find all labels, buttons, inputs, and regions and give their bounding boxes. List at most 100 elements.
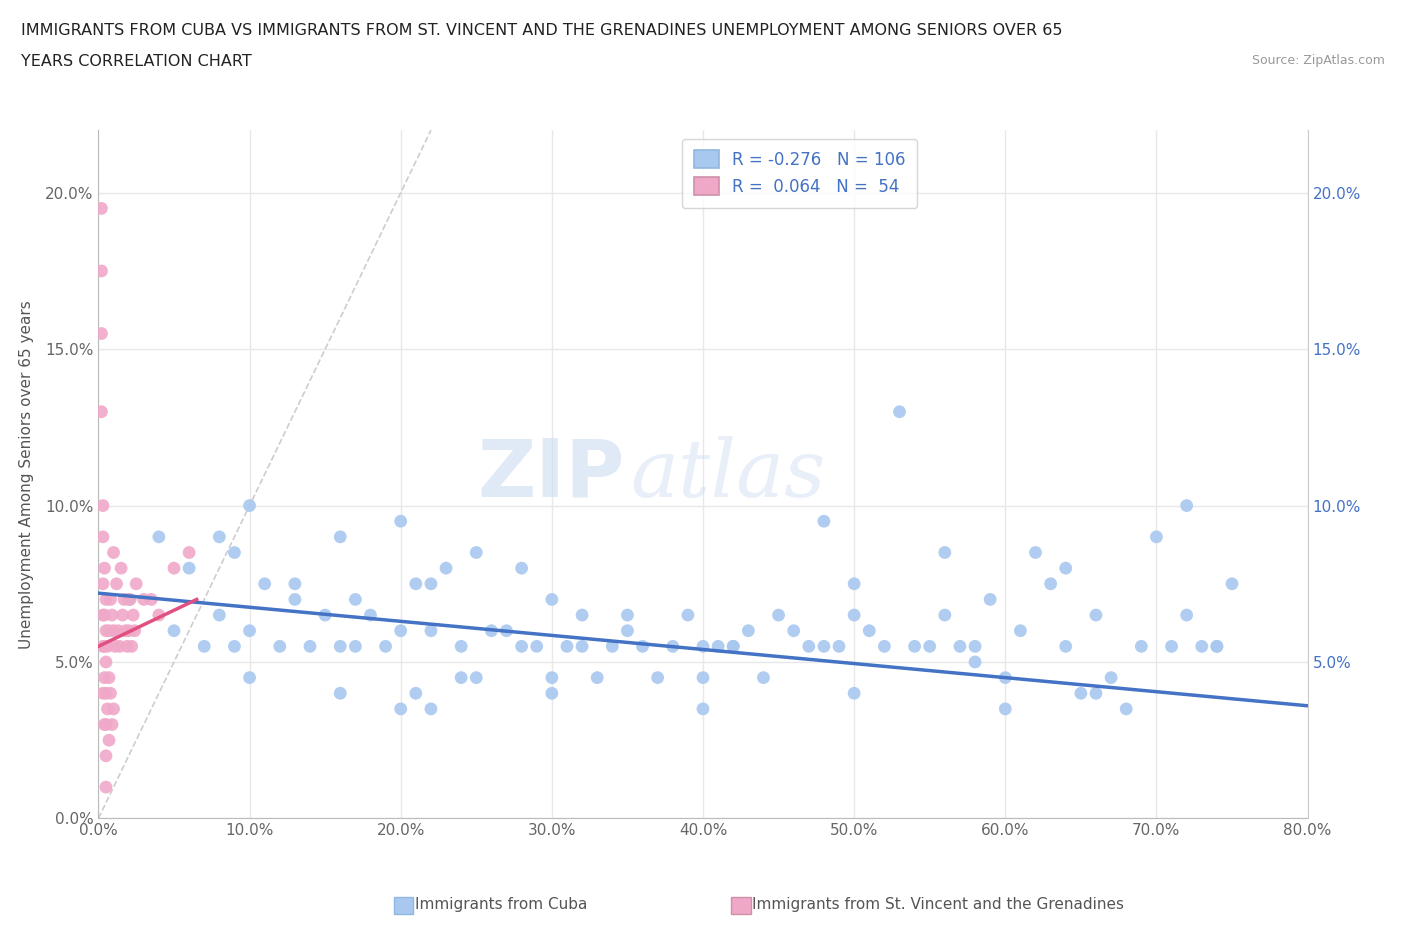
Point: [141, 592, 163, 607]
Text: YEARS CORRELATION CHART: YEARS CORRELATION CHART: [21, 54, 252, 69]
Point: [93, 607, 115, 622]
Point: [571, 607, 593, 622]
Point: [450, 639, 472, 654]
Point: [179, 545, 201, 560]
Point: [1160, 639, 1182, 654]
Point: [1039, 577, 1062, 591]
Point: [602, 639, 624, 654]
Point: [193, 639, 215, 654]
Point: [344, 639, 367, 654]
Point: [631, 639, 654, 654]
Point: [98, 733, 121, 748]
Point: [100, 592, 122, 607]
Point: [949, 639, 972, 654]
Point: [465, 671, 488, 685]
Point: [844, 685, 866, 700]
Point: [844, 577, 866, 591]
Point: [676, 607, 699, 622]
Point: [389, 623, 412, 638]
Point: [120, 592, 142, 607]
Point: [1024, 545, 1046, 560]
Point: [844, 607, 866, 622]
Point: [374, 639, 396, 654]
Point: [112, 592, 135, 607]
Point: [91, 639, 114, 654]
Point: [103, 545, 125, 560]
Point: [450, 671, 472, 685]
Point: [96, 701, 118, 716]
Point: [465, 545, 488, 560]
Text: Source: ZipAtlas.com: Source: ZipAtlas.com: [1251, 54, 1385, 67]
Point: [299, 639, 322, 654]
Point: [389, 513, 412, 528]
Text: Immigrants from Cuba: Immigrants from Cuba: [415, 897, 588, 912]
Point: [103, 623, 125, 638]
Point: [94, 655, 117, 670]
Text: atlas: atlas: [630, 435, 825, 513]
Point: [94, 779, 117, 794]
Point: [934, 545, 956, 560]
Point: [121, 639, 143, 654]
Point: [93, 717, 115, 732]
Point: [1220, 577, 1243, 591]
Point: [179, 561, 201, 576]
Point: [132, 592, 155, 607]
Point: [434, 561, 457, 576]
Point: [692, 701, 714, 716]
Point: [118, 592, 141, 607]
Point: [707, 639, 730, 654]
Point: [208, 529, 231, 544]
Point: [90, 201, 112, 216]
Point: [661, 639, 683, 654]
Point: [873, 639, 896, 654]
Point: [1054, 639, 1077, 654]
Point: [100, 685, 122, 700]
Point: [1144, 529, 1167, 544]
Point: [224, 545, 246, 560]
Point: [965, 639, 987, 654]
Point: [420, 623, 443, 638]
Point: [90, 263, 112, 278]
Point: [94, 749, 117, 764]
Point: [329, 685, 352, 700]
Point: [495, 623, 517, 638]
Point: [98, 671, 121, 685]
Point: [797, 639, 820, 654]
Point: [1099, 671, 1122, 685]
Point: [510, 561, 533, 576]
Point: [93, 671, 115, 685]
Point: [723, 639, 745, 654]
Point: [723, 639, 745, 654]
Point: [571, 639, 593, 654]
Point: [124, 623, 146, 638]
Point: [148, 607, 170, 622]
Point: [737, 623, 759, 638]
Point: [90, 326, 112, 341]
Point: [1070, 685, 1092, 700]
Point: [101, 607, 124, 622]
Point: [93, 639, 115, 654]
Point: [111, 607, 134, 622]
Point: [91, 607, 114, 622]
Point: [329, 529, 352, 544]
Point: [965, 655, 987, 670]
Point: [314, 607, 336, 622]
Point: [101, 717, 124, 732]
Point: [389, 701, 412, 716]
Point: [329, 639, 352, 654]
Point: [163, 623, 186, 638]
Point: [904, 639, 927, 654]
Point: [1206, 639, 1229, 654]
Point: [107, 623, 129, 638]
Point: [118, 623, 141, 638]
Point: [420, 577, 443, 591]
Point: [768, 607, 790, 622]
Text: Immigrants from St. Vincent and the Grenadines: Immigrants from St. Vincent and the Gren…: [752, 897, 1125, 912]
Point: [918, 639, 941, 654]
Point: [752, 671, 775, 685]
Legend: R = -0.276   N = 106, R =  0.064   N =  54: R = -0.276 N = 106, R = 0.064 N = 54: [682, 139, 917, 207]
Point: [555, 639, 578, 654]
Point: [94, 623, 117, 638]
Point: [94, 717, 117, 732]
Y-axis label: Unemployment Among Seniors over 65 years: Unemployment Among Seniors over 65 years: [20, 300, 34, 649]
